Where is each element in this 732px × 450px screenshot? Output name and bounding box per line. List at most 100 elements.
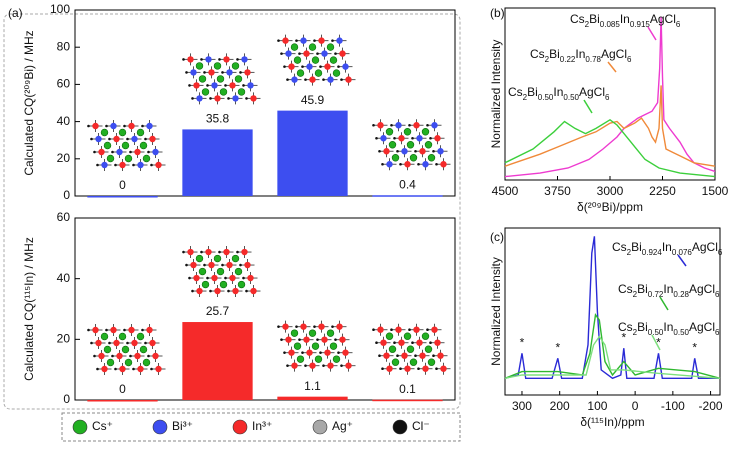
- atom: [119, 365, 126, 373]
- x-tick-label: -100: [661, 399, 685, 413]
- atom: [214, 287, 221, 295]
- atom: [232, 95, 239, 102]
- atom: [396, 149, 399, 153]
- atom: [100, 332, 109, 341]
- atom: [206, 276, 209, 280]
- y-tick-label: 60: [57, 77, 71, 91]
- atom: [283, 351, 286, 354]
- atom: [147, 150, 150, 154]
- atom: [409, 154, 418, 162]
- atom: [247, 82, 254, 89]
- atom: [386, 161, 393, 168]
- atom: [426, 123, 429, 127]
- x-tick-label: 200: [550, 399, 570, 413]
- atom: [288, 63, 295, 70]
- atom: [131, 339, 138, 347]
- series-line: [504, 85, 716, 167]
- atom: [417, 162, 420, 166]
- atom: [196, 95, 203, 102]
- atom: [188, 84, 191, 87]
- legend-label: Cs2Bi0.50In0.50AgCl6: [618, 320, 720, 336]
- atom: [123, 124, 126, 128]
- atom: [234, 75, 243, 83]
- atom: [124, 358, 133, 367]
- atom: [321, 336, 328, 343]
- atom: [182, 250, 185, 254]
- atom: [385, 128, 394, 136]
- atom: [121, 345, 130, 354]
- atom: [219, 280, 228, 289]
- atom: [203, 71, 206, 74]
- atom: [437, 352, 444, 359]
- atom: [429, 136, 432, 140]
- atom: [223, 56, 230, 63]
- atom: [311, 342, 320, 350]
- atom: [203, 263, 206, 267]
- value-label: 0: [119, 178, 126, 192]
- atom: [422, 161, 429, 168]
- atom: [386, 365, 393, 372]
- atom: [131, 135, 138, 143]
- atom: [324, 349, 331, 356]
- panel-label: (c): [490, 230, 504, 244]
- atom: [116, 148, 123, 156]
- legend-label: In³⁺: [252, 419, 272, 433]
- atom: [208, 261, 215, 269]
- bar: [87, 196, 158, 198]
- atom: [218, 250, 221, 254]
- atom: [226, 69, 233, 76]
- bar: [277, 110, 348, 196]
- atom: [118, 128, 127, 137]
- atom: [239, 71, 242, 74]
- atom: [424, 141, 433, 149]
- x-tick-label: 3750: [544, 184, 571, 198]
- atom: [427, 154, 436, 162]
- atom: [413, 122, 420, 129]
- atom: [398, 135, 405, 142]
- atom: [150, 163, 153, 167]
- atom: [116, 352, 123, 360]
- atom: [216, 267, 225, 276]
- atom: [282, 323, 289, 330]
- atom: [200, 58, 203, 61]
- atom: [393, 341, 396, 344]
- atom: [419, 352, 426, 359]
- bar: [372, 399, 443, 402]
- atom: [211, 82, 218, 89]
- atom: [227, 289, 230, 293]
- value-label: 0.1: [399, 382, 416, 396]
- atom: [277, 325, 280, 328]
- y-tick-label: 100: [50, 2, 70, 16]
- atom: [404, 161, 411, 168]
- atom: [327, 76, 334, 83]
- y-tick-label: 80: [57, 39, 71, 53]
- atom: [234, 267, 243, 276]
- y-axis-label: Normalized Intensity: [489, 257, 503, 366]
- atom: [380, 339, 387, 346]
- atom: [326, 43, 335, 51]
- atom: [336, 37, 343, 44]
- atom: [201, 280, 210, 289]
- atom: [136, 332, 145, 341]
- atom: [314, 355, 323, 363]
- atom: [290, 329, 299, 337]
- atom: [128, 326, 135, 334]
- atom: [304, 364, 307, 367]
- atom: [403, 332, 412, 340]
- atom: [280, 338, 283, 341]
- legend-swatch: [312, 419, 328, 435]
- atom: [378, 354, 381, 357]
- atom: [141, 328, 144, 332]
- series-line: [504, 118, 716, 178]
- y-tick-label: 40: [57, 114, 71, 128]
- atom: [106, 358, 115, 367]
- atom: [231, 254, 240, 263]
- x-tick-label: 300: [512, 399, 532, 413]
- crystal-structure: [182, 246, 261, 298]
- atom: [152, 148, 159, 156]
- series-line: [504, 16, 716, 178]
- atom: [431, 122, 438, 129]
- y-tick-label: 60: [57, 210, 71, 224]
- x-tick-label: 1500: [702, 184, 729, 198]
- atom: [114, 367, 117, 371]
